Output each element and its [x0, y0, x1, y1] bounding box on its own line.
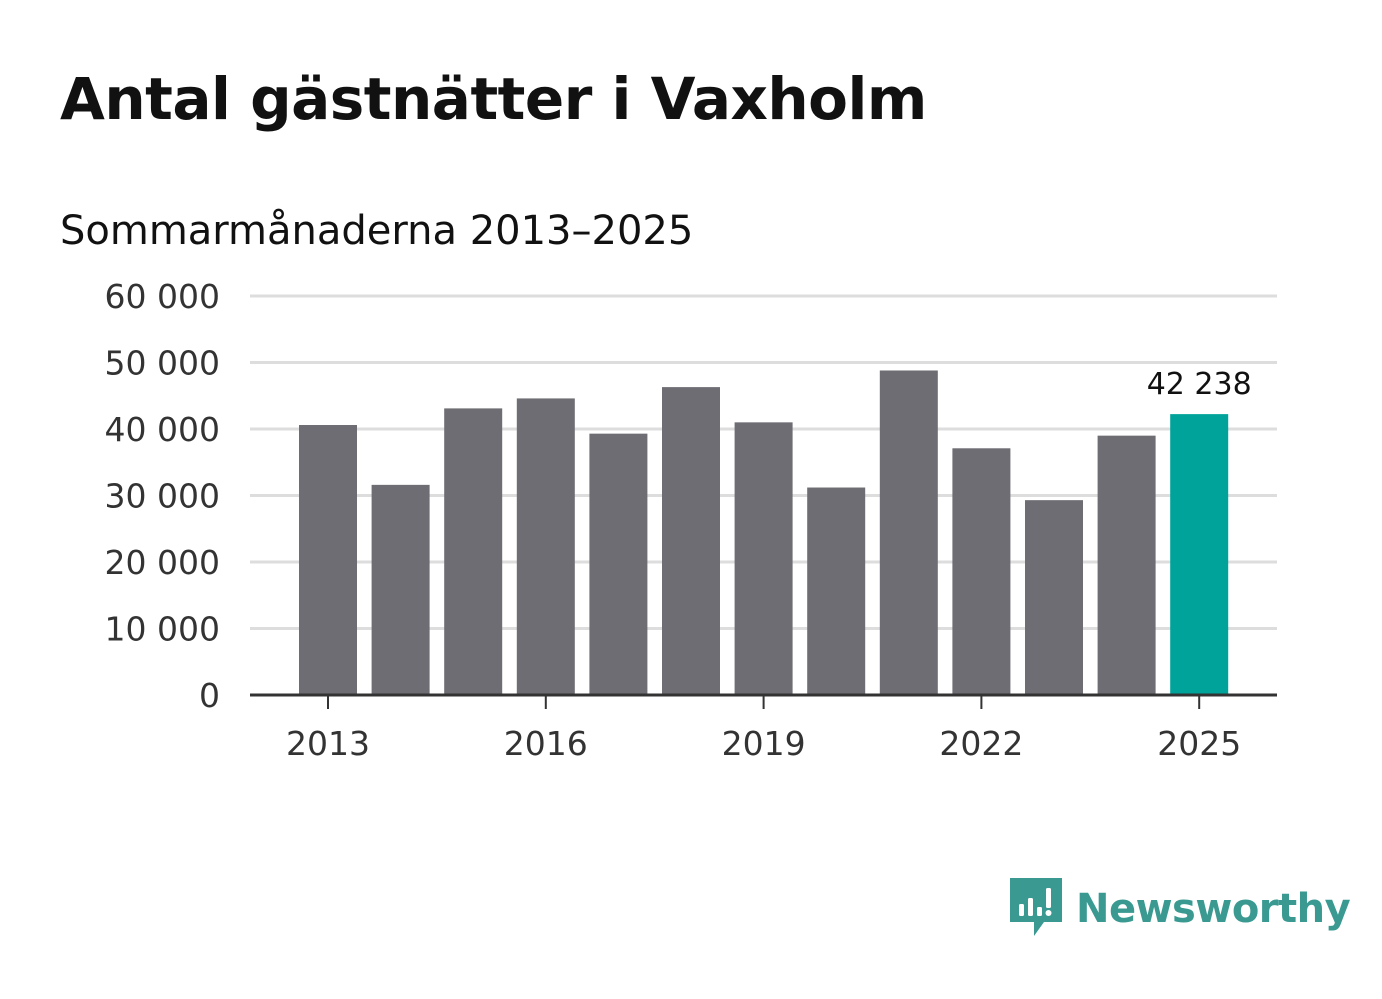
- bar-2024: [1097, 435, 1156, 695]
- brand-name: Newsworthy: [1076, 886, 1351, 932]
- x-tick-label: 2025: [1157, 724, 1241, 763]
- data-label: 42 238: [1147, 367, 1252, 402]
- bar-2018: [662, 387, 720, 695]
- bar-2015: [444, 408, 503, 695]
- bar-2013: [299, 425, 357, 695]
- bar-2023: [1025, 500, 1083, 695]
- chart-title: Antal gästnätter i Vaxholm: [60, 65, 927, 133]
- bar-2022: [952, 448, 1011, 695]
- bar-2014: [371, 484, 430, 695]
- x-tick-label: 2016: [504, 724, 588, 763]
- x-tick-label: 2019: [722, 724, 806, 763]
- chart-subtitle: Sommarmånaderna 2013–2025: [60, 208, 694, 254]
- y-tick-label: 50 000: [105, 344, 220, 383]
- y-tick-label: 40 000: [105, 410, 220, 449]
- x-tick-label: 2022: [939, 724, 1023, 763]
- bar-2021: [879, 370, 938, 695]
- y-tick-label: 30 000: [105, 477, 220, 516]
- bar-2019: [734, 422, 793, 695]
- y-tick-label: 0: [199, 676, 220, 715]
- bar-2016: [516, 398, 575, 695]
- y-axis-labels: 0 10 000 20 000 30 000 40 000 50 000 60 000: [105, 277, 220, 715]
- x-axis: [250, 693, 1277, 709]
- y-tick-label: 20 000: [105, 543, 220, 582]
- bar-2025: [1170, 414, 1229, 695]
- y-tick-label: 10 000: [105, 610, 220, 649]
- bar-2017: [589, 433, 648, 695]
- y-tick-label: 60 000: [105, 277, 220, 316]
- x-axis-labels: 2013 2016 2019 2022 2025: [286, 724, 1241, 763]
- brand-logo: Newsworthy: [1010, 878, 1351, 940]
- bar-2020: [807, 487, 866, 695]
- annotations: 42 238: [1147, 367, 1252, 402]
- bars: [299, 370, 1229, 695]
- x-tick-label: 2013: [286, 724, 370, 763]
- newsworthy-logo-icon: [1010, 878, 1062, 936]
